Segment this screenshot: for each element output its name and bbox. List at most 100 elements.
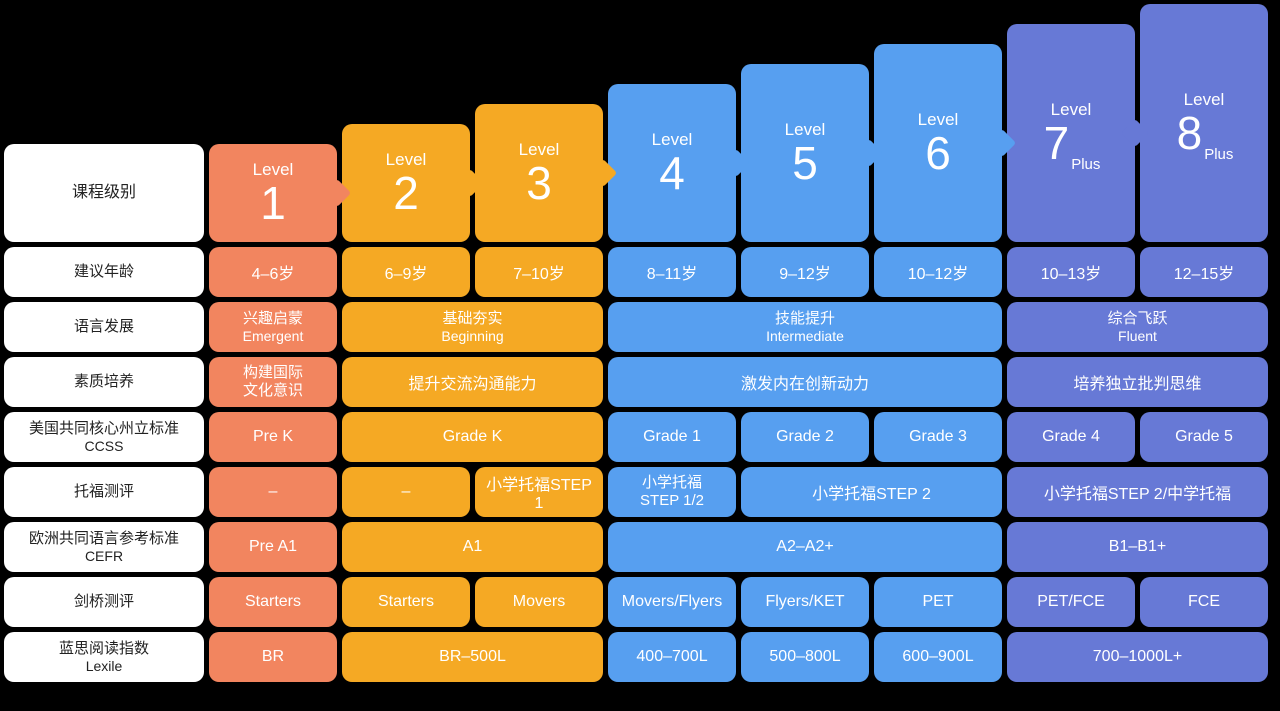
row-header-line: Lexile xyxy=(86,658,123,675)
level-number: 7 xyxy=(1044,120,1070,166)
cell-lexile-0: BR xyxy=(209,632,337,682)
cell-lexile-1: BR–500L xyxy=(342,632,603,682)
cell-lang-1: 基础夯实Beginning xyxy=(342,302,603,352)
level-number-wrap: 7Plus xyxy=(1044,120,1099,166)
cell-text-line: 文化意识 xyxy=(243,382,303,400)
row-header-ccss: 美国共同核心州立标准CCSS xyxy=(4,412,204,462)
level-number: 3 xyxy=(526,160,552,206)
cell-text: 基础夯实 xyxy=(442,310,502,328)
level-number-wrap: 1 xyxy=(260,180,286,226)
level-number-wrap: 6 xyxy=(925,130,951,176)
level-tile-4: Level 4 xyxy=(608,84,736,242)
cell-cefr-3: B1–B1+ xyxy=(1007,522,1268,572)
cell-lexile-2: 400–700L xyxy=(608,632,736,682)
row-header-line: 蓝思阅读指数 xyxy=(59,640,149,658)
cell-quality-1: 提升交流沟通能力 xyxy=(342,357,603,407)
cell-ccss-0: Pre K xyxy=(209,412,337,462)
cell-cambridge-7: FCE xyxy=(1140,577,1268,627)
cell-toefl-1: – xyxy=(342,467,470,517)
cell-ccss-2: Grade 1 xyxy=(608,412,736,462)
cell-lexile-4: 600–900L xyxy=(874,632,1002,682)
row-header-line: 建议年龄 xyxy=(74,263,134,281)
cell-lang-0: 兴趣启蒙Emergent xyxy=(209,302,337,352)
row-header-line: 欧洲共同语言参考标准 xyxy=(29,530,179,548)
level-word: Level xyxy=(386,151,427,168)
level-number: 2 xyxy=(393,170,419,216)
cell-quality-2: 激发内在创新动力 xyxy=(608,357,1002,407)
cell-text-line: 构建国际 xyxy=(243,364,303,382)
cell-text-line: 小学托福 xyxy=(642,474,702,492)
level-plus: Plus xyxy=(1071,156,1100,173)
level-tile-6: Level 6 xyxy=(874,44,1002,242)
level-number: 5 xyxy=(792,140,818,186)
cell-cefr-0: Pre A1 xyxy=(209,522,337,572)
cell-age-7: 12–15岁 xyxy=(1140,247,1268,297)
cell-subtext: Fluent xyxy=(1118,328,1157,345)
level-number-wrap: 4 xyxy=(659,150,685,196)
level-comparison-grid: 课程级别 Level 1 Level 2 Level 3 Level 4 Level 5 Level 6… xyxy=(4,4,1276,682)
cell-toefl-2: 小学托福STEP 1 xyxy=(475,467,603,517)
cell-ccss-6: Grade 5 xyxy=(1140,412,1268,462)
row-header-line: CCSS xyxy=(85,438,124,455)
level-number: 1 xyxy=(260,180,286,226)
cell-subtext: Beginning xyxy=(441,328,503,345)
level-tile-8: Level8Plus xyxy=(1140,4,1268,242)
row-header-line: 语言发展 xyxy=(74,318,134,336)
row-header-line: 托福测评 xyxy=(74,483,134,501)
level-word: Level xyxy=(785,121,826,138)
row-header-line: 美国共同核心州立标准 xyxy=(29,420,179,438)
level-tile-3: Level 3 xyxy=(475,104,603,242)
level-tile-1: Level 1 xyxy=(209,144,337,242)
level-word: Level xyxy=(918,111,959,128)
cell-cefr-1: A1 xyxy=(342,522,603,572)
cell-ccss-1: Grade K xyxy=(342,412,603,462)
cell-cambridge-3: Movers/Flyers xyxy=(608,577,736,627)
cell-cambridge-6: PET/FCE xyxy=(1007,577,1135,627)
cell-cambridge-4: Flyers/KET xyxy=(741,577,869,627)
level-word: Level xyxy=(519,141,560,158)
cell-age-2: 7–10岁 xyxy=(475,247,603,297)
level-number: 8 xyxy=(1177,110,1203,156)
cell-ccss-5: Grade 4 xyxy=(1007,412,1135,462)
cell-lang-2: 技能提升Intermediate xyxy=(608,302,1002,352)
level-number-wrap: 8Plus xyxy=(1177,110,1232,156)
row-header-level: 课程级别 xyxy=(4,144,204,242)
level-word: Level xyxy=(1051,101,1092,118)
row-header-line: 素质培养 xyxy=(74,373,134,391)
cell-cambridge-1: Starters xyxy=(342,577,470,627)
row-header-line: CEFR xyxy=(85,548,123,565)
cell-age-5: 10–12岁 xyxy=(874,247,1002,297)
level-word: Level xyxy=(652,131,693,148)
cell-toefl-5: 小学托福STEP 2/中学托福 xyxy=(1007,467,1268,517)
row-header-line: 剑桥测评 xyxy=(74,593,134,611)
cell-age-4: 9–12岁 xyxy=(741,247,869,297)
cell-text: 技能提升 xyxy=(775,310,835,328)
cell-cambridge-5: PET xyxy=(874,577,1002,627)
cell-subtext: Intermediate xyxy=(766,328,844,345)
cell-lang-3: 综合飞跃Fluent xyxy=(1007,302,1268,352)
cell-cambridge-2: Movers xyxy=(475,577,603,627)
cell-toefl-4: 小学托福STEP 2 xyxy=(741,467,1002,517)
row-header-age: 建议年龄 xyxy=(4,247,204,297)
level-number-wrap: 2 xyxy=(393,170,419,216)
cell-toefl-0: – xyxy=(209,467,337,517)
cell-text: 综合飞跃 xyxy=(1107,310,1167,328)
level-word: Level xyxy=(253,161,294,178)
cell-lexile-5: 700–1000L+ xyxy=(1007,632,1268,682)
level-number-wrap: 5 xyxy=(792,140,818,186)
level-tile-7: Level 7Plus xyxy=(1007,24,1135,242)
cell-age-6: 10–13岁 xyxy=(1007,247,1135,297)
cell-cefr-2: A2–A2+ xyxy=(608,522,1002,572)
row-header-toefl: 托福测评 xyxy=(4,467,204,517)
row-header-lexile: 蓝思阅读指数Lexile xyxy=(4,632,204,682)
cell-quality-3: 培养独立批判思维 xyxy=(1007,357,1268,407)
cell-text-line: STEP 1/2 xyxy=(640,492,704,510)
cell-age-3: 8–11岁 xyxy=(608,247,736,297)
cell-ccss-4: Grade 3 xyxy=(874,412,1002,462)
level-number: 4 xyxy=(659,150,685,196)
cell-text: 兴趣启蒙 xyxy=(243,310,303,328)
row-header-lang: 语言发展 xyxy=(4,302,204,352)
cell-age-0: 4–6岁 xyxy=(209,247,337,297)
level-tile-5: Level 5 xyxy=(741,64,869,242)
cell-cambridge-0: Starters xyxy=(209,577,337,627)
